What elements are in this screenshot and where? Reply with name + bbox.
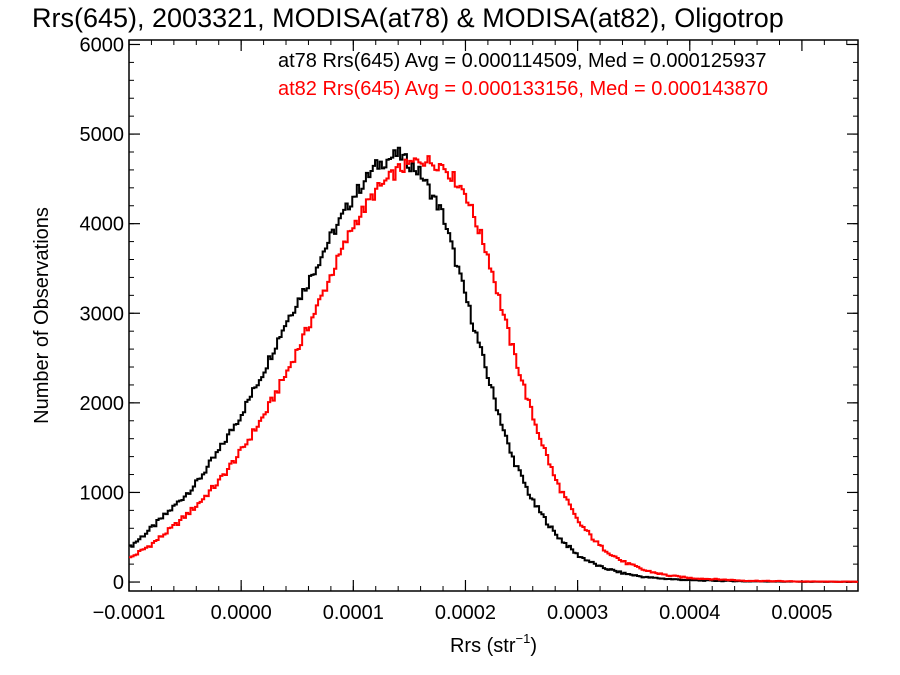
x-tick-label: 0.0000: [211, 602, 272, 624]
plot-axes: [128, 39, 859, 592]
x-tick-label: 0.0004: [659, 602, 720, 624]
y-tick-label: 5000: [80, 124, 125, 146]
series-at78-line: [129, 146, 858, 583]
x-tick-label: 0.0005: [771, 602, 832, 624]
y-tick-label: 6000: [80, 34, 125, 56]
y-tick-label: 3000: [80, 303, 125, 325]
series-layer: [129, 146, 858, 583]
x-axis-title-superscript: −1: [516, 631, 531, 646]
plot-frame: [128, 39, 859, 592]
legend-at82: at82 Rrs(645) Avg = 0.000133156, Med = 0…: [278, 78, 768, 100]
y-axis-title: Number of Observations: [31, 207, 53, 424]
y-tick-label: 1000: [80, 482, 125, 504]
chart-title: Rrs(645), 2003321, MODISA(at78) & MODISA…: [32, 3, 784, 33]
legend-at78: at78 Rrs(645) Avg = 0.000114509, Med = 0…: [278, 50, 767, 72]
x-tick-label: 0.0001: [323, 602, 384, 624]
y-tick-label: 0: [113, 572, 124, 594]
y-axis-ticks: 0 1000 2000 3000 4000 5000 6000: [80, 34, 858, 594]
x-tick-label: 0.0002: [435, 602, 496, 624]
x-axis-title: Rrs (str−1): [450, 631, 537, 657]
y-tick-label: 2000: [80, 393, 125, 415]
series-at82-line: [129, 155, 858, 583]
x-axis-title-close: ): [530, 635, 537, 657]
x-tick-label: −0.0001: [93, 602, 166, 624]
x-axis-ticks: −0.0001 0.0000 0.0001 0.0002 0.0003 0.0004 0.0…: [93, 40, 848, 624]
y-tick-label: 4000: [80, 214, 125, 236]
x-tick-label: 0.0003: [547, 602, 608, 624]
x-axis-title-main: Rrs (str: [450, 635, 516, 657]
